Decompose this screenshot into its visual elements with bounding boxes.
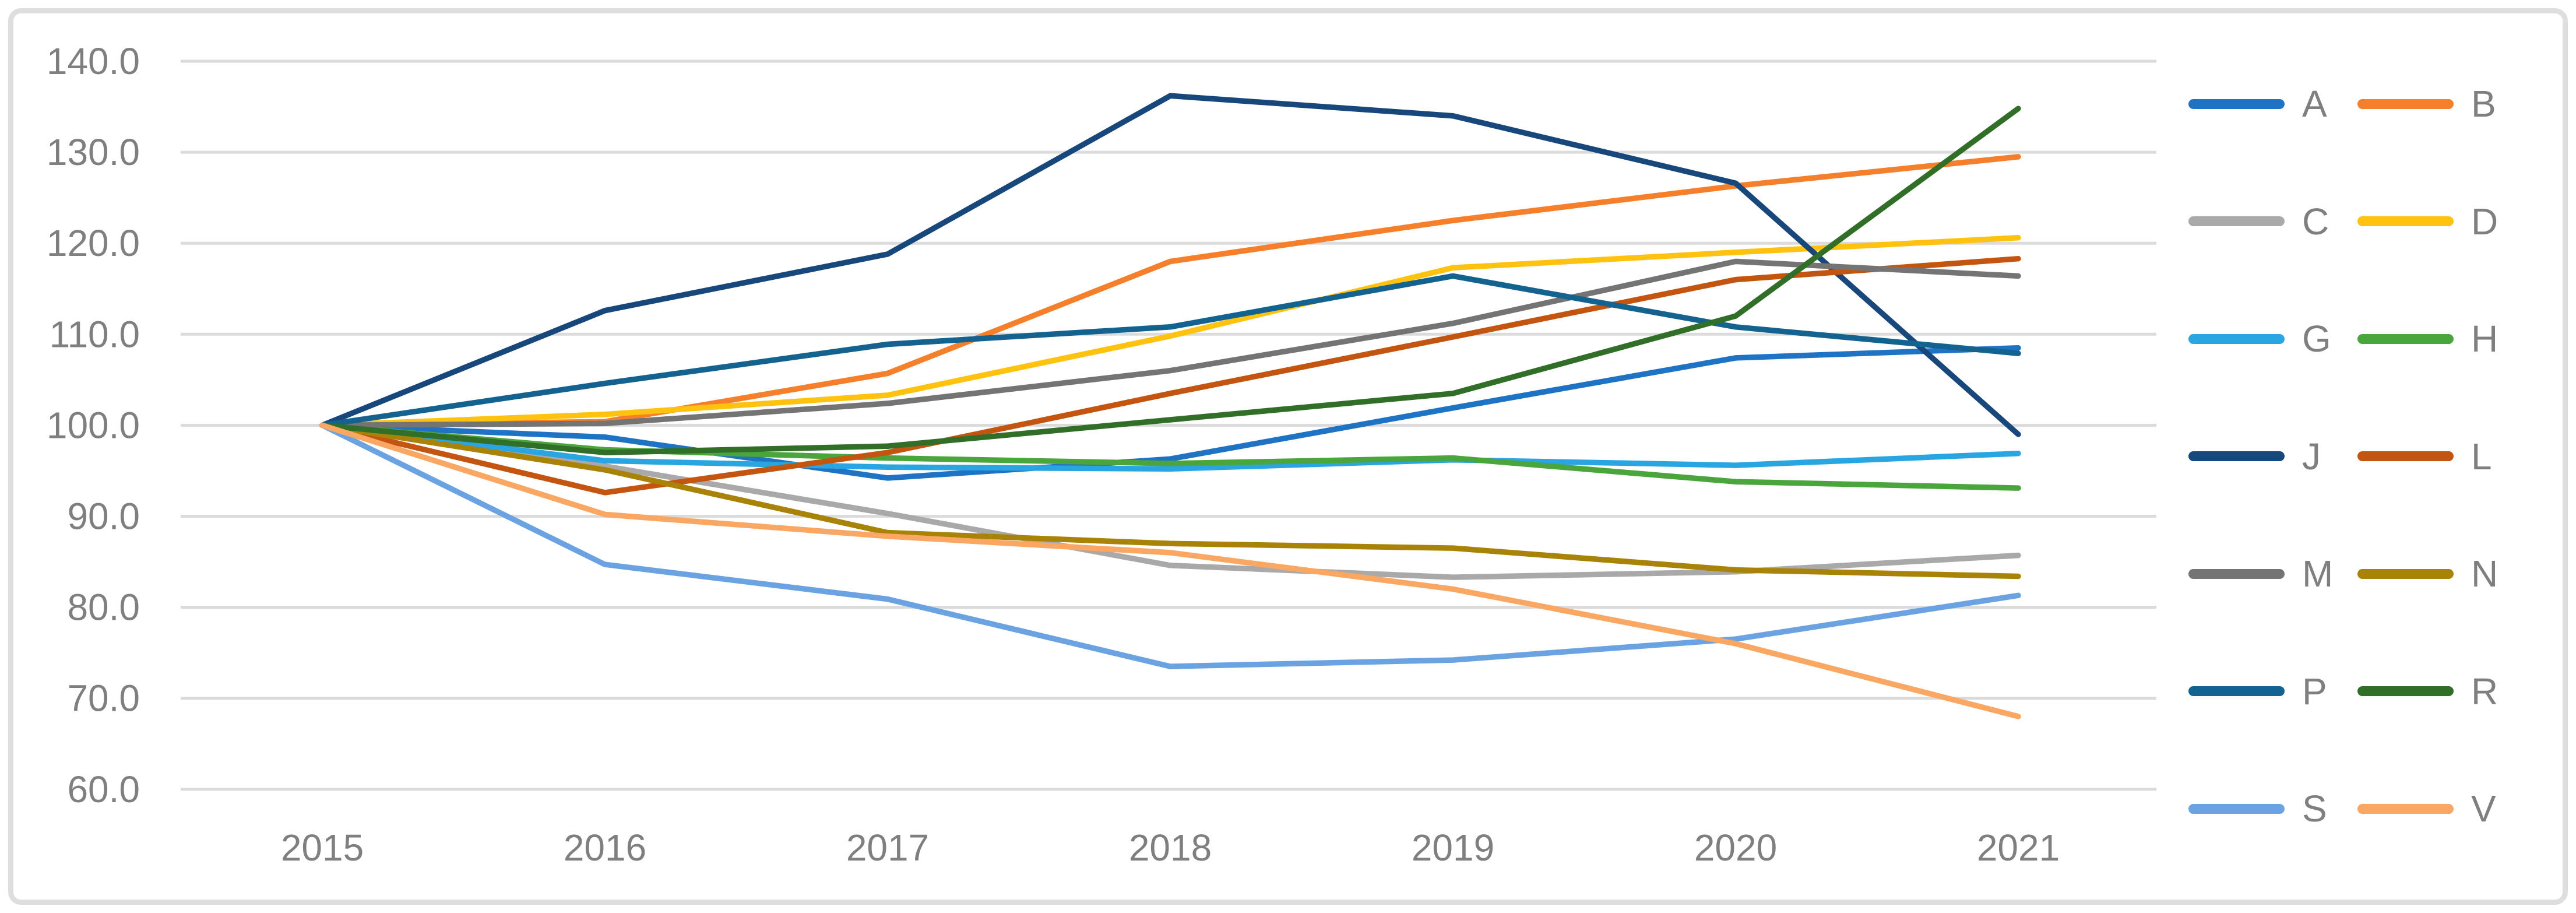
legend-swatch-N (2357, 568, 2454, 579)
series-line-M (319, 258, 2021, 429)
y-tick-label: 70.0 (67, 677, 140, 719)
y-tick-label: 100.0 (47, 404, 140, 446)
y-tick-label: 60.0 (67, 768, 140, 810)
legend-swatch-S (2188, 803, 2285, 814)
legend-swatch-C (2188, 216, 2285, 226)
legend-item-C: C (2188, 199, 2329, 244)
legend-label-H: H (2471, 318, 2498, 360)
series-line-N (319, 422, 2021, 580)
x-tick-label: 2017 (846, 827, 929, 869)
legend-label-J: J (2302, 435, 2321, 477)
legend-swatch-L (2357, 451, 2454, 461)
y-tick-label: 140.0 (47, 40, 140, 82)
legend-swatch-P (2188, 686, 2285, 696)
legend-label-V: V (2471, 788, 2496, 830)
y-tick-label: 120.0 (47, 222, 140, 264)
legend-label-M: M (2302, 553, 2334, 595)
legend-swatch-R (2357, 686, 2454, 696)
legend-item-H: H (2357, 317, 2498, 361)
y-tick-label: 110.0 (50, 313, 140, 355)
legend-item-N: N (2357, 552, 2498, 596)
legend-swatch-G (2188, 333, 2285, 344)
series-line-R (319, 106, 2021, 455)
legend-item-G: G (2188, 317, 2331, 361)
legend-item-M: M (2188, 552, 2333, 596)
legend-item-J: J (2188, 434, 2321, 479)
x-tick-label: 2019 (1412, 827, 1494, 869)
legend-swatch-A (2188, 99, 2285, 109)
series-line-V (319, 422, 2021, 719)
legend-item-S: S (2188, 786, 2327, 831)
legend-label-R: R (2471, 670, 2498, 712)
legend-label-C: C (2302, 200, 2329, 243)
series-line-A (319, 345, 2021, 481)
legend-item-R: R (2357, 669, 2498, 714)
x-tick-label: 2015 (281, 827, 364, 869)
legend-item-L: L (2357, 434, 2492, 479)
legend-item-B: B (2357, 82, 2496, 126)
x-tick-label: 2021 (1977, 827, 2060, 869)
x-tick-label: 2018 (1129, 827, 1212, 869)
series-line-D (319, 235, 2021, 429)
legend-swatch-D (2357, 216, 2454, 226)
legend-label-N: N (2471, 553, 2498, 595)
legend-item-P: P (2188, 669, 2327, 714)
legend-label-P: P (2302, 670, 2327, 712)
legend-swatch-V (2357, 803, 2454, 814)
legend-swatch-H (2357, 333, 2454, 344)
legend-label-B: B (2471, 83, 2496, 125)
series-line-G (319, 422, 2021, 472)
legend-label-G: G (2302, 318, 2331, 360)
y-tick-label: 130.0 (47, 131, 140, 173)
series-line-P (319, 273, 2021, 429)
legend-swatch-M (2188, 568, 2285, 579)
x-tick-label: 2020 (1694, 827, 1777, 869)
legend-swatch-J (2188, 451, 2285, 461)
legend-label-S: S (2302, 788, 2327, 830)
x-tick-label: 2016 (564, 827, 646, 869)
y-tick-label: 90.0 (67, 496, 140, 538)
series-line-S (319, 422, 2021, 669)
legend-swatch-B (2357, 99, 2454, 109)
series-line-L (319, 255, 2021, 496)
legend-label-L: L (2471, 435, 2492, 477)
y-tick-label: 80.0 (67, 587, 140, 628)
series-line-J (319, 93, 2021, 437)
legend-item-V: V (2357, 786, 2496, 831)
legend-item-D: D (2357, 199, 2498, 244)
legend-label-A: A (2302, 83, 2327, 125)
legend-item-A: A (2188, 82, 2327, 126)
legend-label-D: D (2471, 200, 2498, 243)
